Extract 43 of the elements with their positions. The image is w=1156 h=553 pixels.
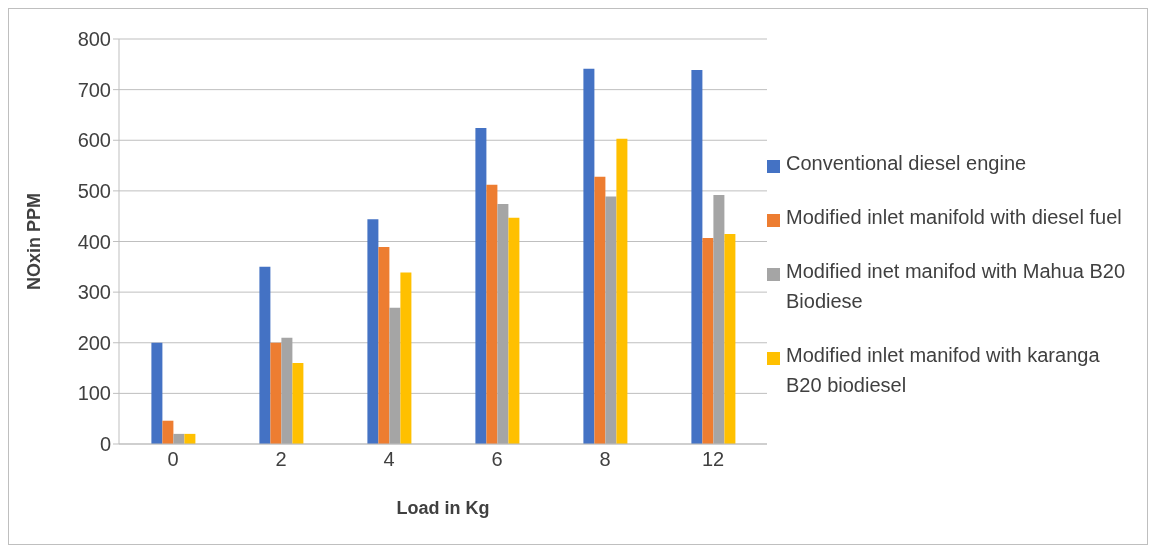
bar	[508, 217, 520, 444]
bar	[583, 68, 595, 444]
x-axis-title: Load in Kg	[396, 498, 490, 518]
y-tick-label: 400	[77, 230, 111, 253]
legend-label: Modified inet manifod with Mahua B20 Biodiese	[786, 258, 1127, 314]
bar	[486, 184, 498, 444]
bar	[389, 307, 401, 444]
bar	[594, 176, 606, 444]
bar	[259, 266, 271, 444]
bar	[378, 247, 390, 444]
x-tick-label: 0	[167, 448, 179, 471]
y-tick-label: 700	[77, 78, 111, 101]
bar	[400, 272, 412, 444]
bar	[162, 420, 174, 444]
y-tick-label: 300	[77, 281, 111, 304]
bar	[724, 233, 736, 444]
bar	[616, 138, 628, 444]
x-tick-label: 4	[383, 448, 395, 471]
x-tick-label: 12	[701, 448, 725, 471]
legend-label: Conventional diesel engine	[786, 150, 1027, 176]
bar	[713, 194, 725, 444]
y-tick-label: 600	[77, 129, 111, 152]
bar	[702, 237, 714, 444]
y-axis-title: NOxin PPM	[24, 192, 45, 291]
legend-label: Modified inlet manifold with diesel fuel	[786, 204, 1122, 230]
bar	[475, 128, 487, 444]
y-tick-label: 0	[99, 433, 111, 456]
x-tick-label: 2	[275, 448, 287, 471]
bar	[292, 363, 304, 444]
y-tick-label: 800	[77, 28, 111, 51]
bar	[605, 196, 617, 444]
bar	[497, 204, 509, 444]
y-tick-label: 100	[77, 382, 111, 405]
y-tick-label: 500	[77, 179, 111, 202]
bar	[151, 342, 163, 444]
bar	[367, 219, 379, 444]
y-tick-label: 200	[77, 331, 111, 354]
bar	[691, 69, 703, 444]
bar	[281, 337, 293, 444]
bar	[270, 342, 282, 444]
x-tick-label: 8	[599, 448, 611, 471]
legend-label: Modified inlet manifod with karanga B20 biodiesel	[786, 342, 1101, 398]
x-tick-label: 6	[491, 448, 503, 471]
